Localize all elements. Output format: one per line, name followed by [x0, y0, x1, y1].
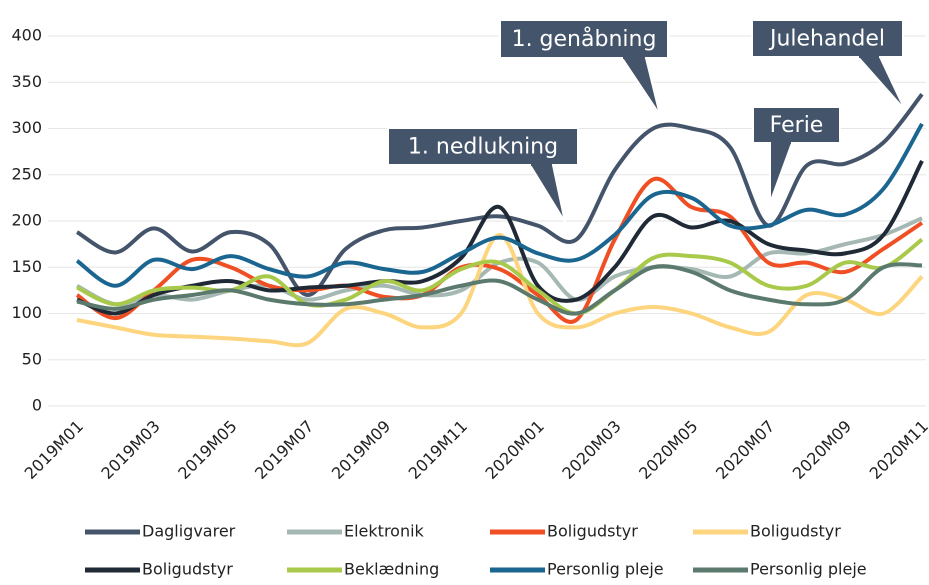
y-tick-label: 150: [11, 257, 42, 276]
x-tick-label: 2019M07: [251, 417, 317, 483]
callout-join: [771, 141, 791, 144]
legend-label: Personlig pleje: [750, 560, 867, 579]
y-tick-label: 50: [22, 349, 42, 368]
callout-join: [531, 163, 552, 166]
callout-box: [387, 127, 579, 166]
x-tick-label: 2020M01: [482, 417, 548, 483]
y-tick-label: 300: [11, 118, 42, 137]
x-tick-label: 2020M09: [789, 417, 855, 483]
x-tick-label: 2019M09: [328, 417, 394, 483]
series-line: [75, 93, 924, 297]
callout-box: [499, 19, 669, 59]
callout-join: [623, 56, 645, 59]
x-tick-label: 2019M01: [21, 417, 87, 483]
legend-label: Boligudstyr: [142, 560, 233, 579]
callout-text: Julehandel: [768, 27, 885, 52]
x-tick-label: 2019M03: [97, 417, 163, 483]
x-tick-label: 2020M07: [712, 417, 778, 483]
callout-tail: [620, 57, 661, 116]
callout-text: 1. nedlukning: [408, 135, 558, 160]
legend-label: Boligudstyr: [547, 522, 638, 541]
callout-text: Ferie: [770, 113, 824, 138]
callout-tail: [855, 56, 906, 111]
legend-label: Elektronik: [344, 522, 425, 541]
y-tick-label: 350: [11, 72, 42, 91]
x-tick-label: 2020M03: [558, 417, 624, 483]
series-line: [75, 122, 924, 288]
legend-label: Personlig pleje: [547, 560, 664, 579]
series-line: [76, 232, 924, 348]
series-line: [76, 262, 923, 316]
x-tick-label: 2020M11: [866, 417, 929, 483]
x-tick-label: 2019M05: [174, 417, 240, 483]
callout-join: [859, 55, 879, 58]
x-tick-label: 2020M05: [635, 417, 701, 483]
legend-label: Dagligvarer: [142, 522, 236, 541]
y-tick-label: 100: [11, 303, 42, 322]
series-line: [76, 159, 924, 316]
x-tick-label: 2019M11: [405, 417, 471, 483]
legend-label: Beklædning: [344, 560, 439, 579]
y-tick-label: 250: [11, 164, 42, 183]
y-tick-label: 400: [11, 26, 42, 45]
series-line: [75, 176, 924, 324]
callout-box: [751, 19, 904, 58]
y-tick-label: 200: [11, 211, 42, 230]
y-tick-label: 0: [32, 396, 42, 415]
callout-box: [752, 106, 841, 144]
legend-label: Boligudstyr: [750, 522, 841, 541]
callout-text: 1. genåbning: [512, 26, 657, 52]
callout-tail: [528, 164, 566, 223]
